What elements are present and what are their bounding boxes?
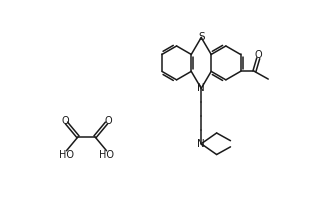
Text: S: S: [198, 33, 205, 43]
Text: O: O: [61, 116, 69, 126]
Text: N: N: [197, 139, 205, 149]
Text: O: O: [255, 50, 262, 60]
Text: N: N: [197, 83, 205, 93]
Text: O: O: [104, 116, 112, 126]
Text: HO: HO: [59, 150, 74, 160]
Text: HO: HO: [99, 150, 114, 160]
